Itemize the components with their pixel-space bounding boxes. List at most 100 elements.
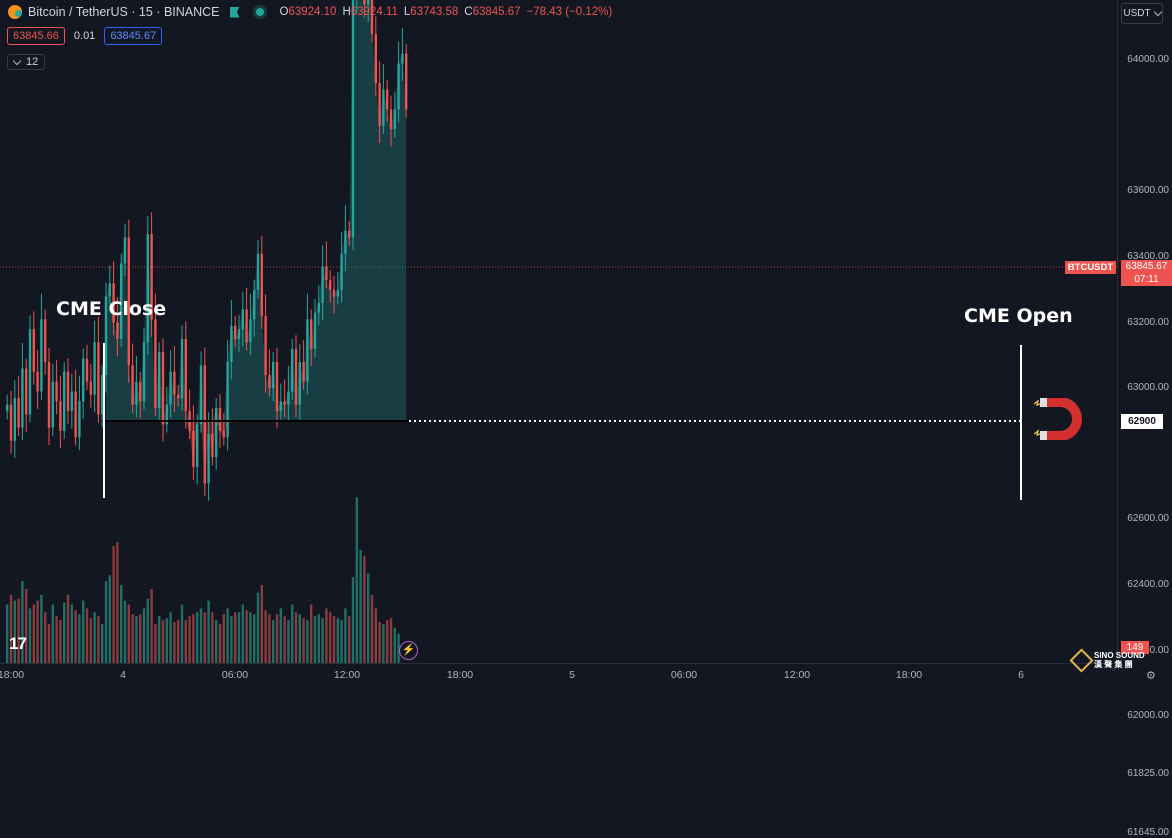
volume-bar	[329, 612, 332, 663]
volume-indicator-toggle[interactable]: 12	[7, 54, 46, 70]
candle-body	[332, 289, 336, 297]
price-chart[interactable]	[0, 0, 1117, 663]
symbol-title[interactable]: Bitcoin / TetherUS · 15 · BINANCE	[28, 5, 220, 19]
time-tick-label: 18:00	[0, 669, 25, 681]
candle-body	[241, 309, 244, 330]
chart-area[interactable]: Bitcoin / TetherUS · 15 · BINANCE O63924…	[0, 0, 1117, 663]
lightning-icon[interactable]: ⚡	[399, 641, 418, 660]
volume-bar	[283, 616, 286, 663]
volume-bar	[317, 614, 320, 663]
candle-body	[161, 352, 165, 425]
close-label: C	[464, 6, 473, 18]
price-tick-label: 63200.00	[1127, 316, 1169, 328]
candle-body	[245, 309, 248, 343]
candle-body	[104, 296, 108, 376]
candle-body	[222, 430, 225, 438]
volume-bar	[275, 614, 279, 663]
current-price-value: 63845.67	[1125, 261, 1168, 272]
candle-body	[112, 283, 115, 323]
candle-body	[272, 361, 275, 389]
candle-body	[291, 348, 294, 392]
volume-bar	[370, 594, 374, 663]
candle-body	[234, 325, 237, 339]
volume-bar	[180, 604, 184, 663]
candle-body	[173, 371, 176, 395]
volume-bar	[294, 612, 298, 663]
sell-button[interactable]: 63845.66	[7, 27, 65, 45]
candle-body	[397, 63, 400, 110]
candle-body	[321, 266, 324, 303]
watermark-logo: SINO SOUND 漢 聲 集 團	[1069, 647, 1145, 673]
volume-bar	[245, 610, 248, 663]
candle-body	[116, 322, 119, 339]
countdown-value: 07:11	[1134, 274, 1159, 285]
volume-bar	[253, 614, 256, 663]
currency-button[interactable]: USDT	[1121, 3, 1163, 24]
candle-body	[177, 394, 180, 399]
candle-body	[363, 0, 366, 5]
volume-bar	[325, 608, 328, 663]
candle-body	[279, 401, 282, 412]
volume-bar	[142, 608, 146, 663]
volume-bar	[135, 616, 138, 663]
tradingview-logo[interactable]: 17	[9, 634, 27, 653]
loss-fill-area	[106, 421, 407, 484]
candle-body	[386, 89, 389, 110]
volume-bar	[161, 620, 165, 663]
time-tick-label: 4	[120, 669, 126, 681]
candle-body	[180, 339, 184, 399]
candle-body	[165, 404, 168, 425]
change-value: −78.43 (−0.12%)	[526, 6, 613, 18]
candle-body	[336, 289, 339, 297]
candle-body	[127, 237, 130, 366]
time-tick-label: 06:00	[670, 669, 698, 681]
candle-body	[226, 361, 229, 438]
volume-bar	[101, 624, 104, 663]
candle-body	[306, 319, 309, 382]
volume-bar	[310, 604, 313, 663]
time-tick-label: 12:00	[783, 669, 811, 681]
candle-body	[40, 319, 43, 392]
volume-bar	[108, 575, 111, 663]
volume-bar	[47, 624, 51, 663]
volume-bar	[279, 608, 282, 663]
candle-body	[97, 342, 100, 415]
flag-icon[interactable]	[229, 6, 240, 18]
candle-body	[51, 381, 54, 428]
candle-body	[150, 234, 153, 320]
volume-bar	[363, 555, 366, 663]
chevron-down-icon	[12, 56, 22, 65]
candle-body	[196, 424, 199, 467]
candle-body	[123, 237, 127, 264]
candle-body	[17, 398, 20, 428]
level-price-label: 62900	[1121, 414, 1163, 429]
candle-body	[32, 329, 35, 372]
volume-bar	[63, 602, 66, 663]
candle-body	[66, 371, 70, 412]
candle-body	[154, 319, 157, 408]
time-axis[interactable]: 18:00 4 06:00 12:00 18:00 5 06:00 12:00 18:00 6	[0, 663, 1117, 686]
volume-bar	[211, 612, 214, 663]
candle-body	[401, 53, 404, 64]
currency-label: USDT	[1123, 8, 1151, 19]
volume-bar	[127, 604, 130, 663]
volume-bar	[25, 588, 28, 663]
volume-bar	[112, 546, 115, 663]
volume-bar	[131, 614, 134, 663]
price-scale[interactable]: 65200.0065000.0064800.0064600.0064400.00…	[1117, 0, 1172, 838]
candle-body	[82, 358, 85, 402]
gear-icon[interactable]: ⚙	[1146, 670, 1156, 682]
volume-bar	[66, 594, 70, 663]
candle-body	[93, 342, 96, 395]
volume-bar	[120, 585, 123, 663]
volume-bar	[321, 618, 324, 663]
volume-bar	[32, 604, 35, 663]
volume-bar	[6, 604, 9, 663]
candle-body	[192, 430, 195, 467]
volume-bar	[359, 549, 362, 663]
volume-bar	[89, 618, 92, 663]
volume-bar	[17, 598, 20, 663]
volume-bar	[215, 620, 218, 663]
candle-body	[203, 365, 206, 484]
buy-button[interactable]: 63845.67	[104, 27, 163, 45]
